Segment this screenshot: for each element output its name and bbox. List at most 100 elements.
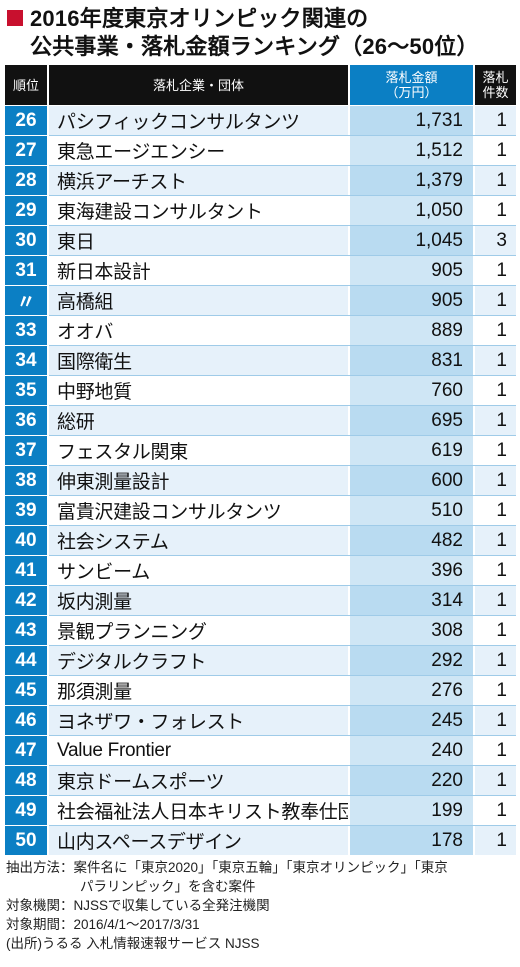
table-row: 46 ヨネザワ・フォレスト 245 1 — [5, 706, 516, 735]
count-cell: 1 — [475, 286, 516, 315]
note-method: 抽出方法：案件名に「東京2020」「東京五輪」「東京オリンピック」「東京 — [6, 860, 448, 875]
row-divider — [49, 555, 516, 556]
header-amount: 落札金額 （万円） — [350, 65, 473, 105]
count-cell: 1 — [475, 586, 516, 615]
amount-cell: 276 — [350, 676, 473, 705]
rank-cell: 42 — [5, 586, 47, 615]
row-divider — [49, 495, 516, 496]
company-cell: 東海建設コンサルタント — [49, 196, 348, 225]
row-divider — [49, 525, 516, 526]
count-cell: 1 — [475, 436, 516, 465]
table-row: 〃高橋組 905 1 — [5, 286, 516, 315]
row-divider — [49, 285, 516, 286]
table-row: 27 東急エージエンシー 1,512 1 — [5, 136, 516, 165]
row-divider — [49, 795, 516, 796]
table-row: 42 坂内測量 314 1 — [5, 586, 516, 615]
amount-cell: 1,379 — [350, 166, 473, 195]
company-cell: Value Frontier — [49, 736, 348, 765]
company-cell: 東京ドームスポーツ — [49, 766, 348, 795]
company-cell: 景観プランニング — [49, 616, 348, 645]
count-cell: 1 — [475, 406, 516, 435]
company-cell: 高橋組 — [49, 286, 348, 315]
rank-cell: 36 — [5, 406, 47, 435]
count-cell: 1 — [475, 316, 516, 345]
rank-cell: 31 — [5, 256, 47, 285]
rank-cell: 39 — [5, 496, 47, 525]
amount-cell: 199 — [350, 796, 473, 825]
amount-cell: 510 — [350, 496, 473, 525]
header-rank: 順位 — [5, 65, 47, 105]
row-divider — [49, 345, 516, 346]
row-divider — [49, 825, 516, 826]
table-row: 35 中野地質 760 1 — [5, 376, 516, 405]
title-line-1: 2016年度東京オリンピック関連の — [30, 6, 369, 31]
count-cell: 3 — [475, 226, 516, 255]
row-divider — [49, 375, 516, 376]
table-row: 28 横浜アーチスト 1,379 1 — [5, 166, 516, 195]
row-divider — [49, 255, 516, 256]
row-divider — [49, 165, 516, 166]
count-cell: 1 — [475, 466, 516, 495]
amount-cell: 1,731 — [350, 106, 473, 135]
company-cell: 東急エージエンシー — [49, 136, 348, 165]
rank-cell: 49 — [5, 796, 47, 825]
row-divider — [49, 315, 516, 316]
notes: 抽出方法：案件名に「東京2020」「東京五輪」「東京オリンピック」「東京 パラリ… — [6, 858, 516, 953]
table-row: 40 社会システム 482 1 — [5, 526, 516, 555]
header-count-line2: 件数 — [482, 85, 509, 100]
table-row: 37 フェスタル関東 619 1 — [5, 436, 516, 465]
company-cell: 山内スペースデザイン — [49, 826, 348, 855]
row-divider — [49, 405, 516, 406]
rank-cell: 28 — [5, 166, 47, 195]
title-line-2: 公共事業・落札金額ランキング（26〜50位） — [30, 34, 479, 59]
count-cell: 1 — [475, 616, 516, 645]
rank-cell: 50 — [5, 826, 47, 855]
rank-cell: 40 — [5, 526, 47, 555]
amount-cell: 178 — [350, 826, 473, 855]
company-cell: 総研 — [49, 406, 348, 435]
rank-cell: 34 — [5, 346, 47, 375]
table-row: 38 伸東測量設計 600 1 — [5, 466, 516, 495]
note-method-cont: パラリンピック」を含む案件 — [80, 879, 256, 894]
table-row: 36 総研 695 1 — [5, 406, 516, 435]
row-divider — [49, 615, 516, 616]
rank-cell: 38 — [5, 466, 47, 495]
count-cell: 1 — [475, 646, 516, 675]
title-marker — [7, 10, 23, 26]
rank-cell: 41 — [5, 556, 47, 585]
row-divider — [49, 465, 516, 466]
amount-cell: 760 — [350, 376, 473, 405]
table-row: 31 新日本設計 905 1 — [5, 256, 516, 285]
company-cell: 伸東測量設計 — [49, 466, 348, 495]
count-cell: 1 — [475, 766, 516, 795]
amount-cell: 619 — [350, 436, 473, 465]
amount-cell: 240 — [350, 736, 473, 765]
row-divider — [49, 135, 516, 136]
amount-cell: 905 — [350, 256, 473, 285]
amount-cell: 1,045 — [350, 226, 473, 255]
count-cell: 1 — [475, 106, 516, 135]
amount-cell: 889 — [350, 316, 473, 345]
count-cell: 1 — [475, 196, 516, 225]
row-divider — [49, 705, 516, 706]
company-cell: フェスタル関東 — [49, 436, 348, 465]
company-cell: サンビーム — [49, 556, 348, 585]
table-row: 30 東日 1,045 3 — [5, 226, 516, 255]
company-cell: 横浜アーチスト — [49, 166, 348, 195]
rank-cell: 33 — [5, 316, 47, 345]
count-cell: 1 — [475, 796, 516, 825]
rank-cell: 37 — [5, 436, 47, 465]
row-divider — [49, 225, 516, 226]
ranking-table: 順位 落札企業・団体 落札金額 （万円） 落札 件数 26 パシフィックコンサルタ… — [5, 65, 516, 855]
table-row: 44 デジタルクラフト 292 1 — [5, 646, 516, 675]
amount-cell: 831 — [350, 346, 473, 375]
company-cell: 新日本設計 — [49, 256, 348, 285]
company-cell: ヨネザワ・フォレスト — [49, 706, 348, 735]
company-cell: 中野地質 — [49, 376, 348, 405]
company-cell: 坂内測量 — [49, 586, 348, 615]
row-divider — [49, 675, 516, 676]
row-divider — [49, 585, 516, 586]
count-cell: 1 — [475, 496, 516, 525]
amount-cell: 482 — [350, 526, 473, 555]
count-cell: 1 — [475, 346, 516, 375]
